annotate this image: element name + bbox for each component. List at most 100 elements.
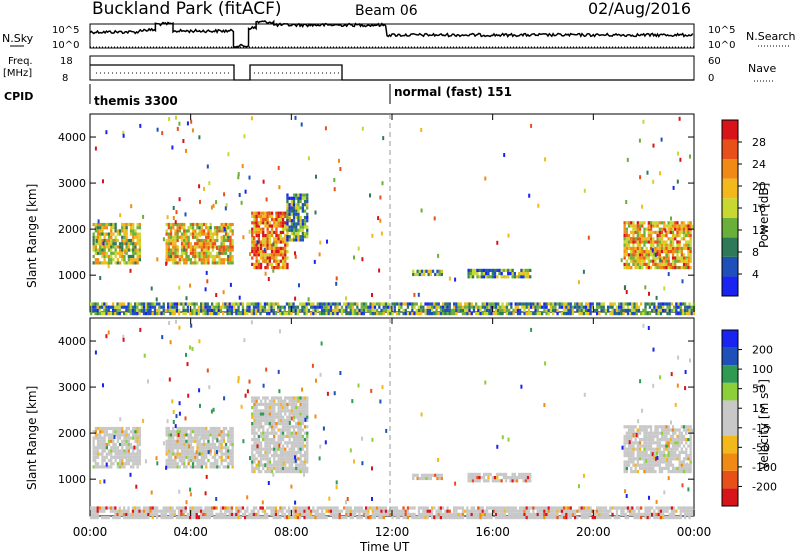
data-cell — [253, 224, 256, 228]
data-cell — [257, 447, 260, 451]
data-cell — [630, 438, 633, 442]
data-cell — [554, 506, 557, 510]
data-point — [379, 218, 382, 223]
data-cell — [689, 463, 692, 467]
data-cell — [107, 449, 111, 453]
data-cell — [125, 248, 128, 252]
data-cell — [290, 396, 293, 400]
data-cell — [437, 516, 440, 520]
data-cell — [519, 506, 522, 510]
data-cell — [169, 449, 173, 453]
data-cell — [191, 235, 195, 239]
data-cell — [652, 470, 655, 474]
data-cell — [288, 212, 291, 216]
data-cell — [253, 422, 256, 426]
data-cell — [253, 431, 256, 435]
data-cell — [433, 506, 436, 510]
data-cell — [134, 251, 137, 255]
data-cell — [286, 422, 289, 426]
data-cell — [101, 232, 104, 236]
data-cell — [638, 250, 642, 254]
data-cell — [266, 230, 269, 234]
power-data — [90, 115, 696, 316]
data-cell — [325, 302, 328, 306]
data-cell — [251, 450, 254, 454]
data-cell — [176, 222, 179, 227]
data-cell — [457, 305, 460, 309]
data-cell — [103, 242, 106, 246]
data-cell — [288, 463, 291, 467]
data-point — [249, 252, 251, 257]
data-cell — [202, 232, 206, 236]
data-cell — [427, 272, 430, 277]
data-cell — [505, 305, 509, 309]
data-cell — [290, 470, 293, 474]
data-cell — [338, 308, 341, 312]
data-cell — [288, 225, 291, 229]
data-cell — [643, 259, 646, 263]
data-cell — [674, 266, 677, 270]
data-cell — [685, 466, 688, 470]
data-point — [587, 235, 590, 240]
data-cell — [680, 253, 683, 257]
data-cell — [666, 308, 669, 312]
data-cell — [183, 232, 186, 236]
data-cell — [627, 447, 631, 451]
data-cell — [114, 254, 117, 259]
data-cell — [625, 463, 628, 467]
data-cell — [596, 305, 599, 309]
data-cell — [303, 512, 306, 516]
data-cell — [295, 409, 298, 413]
data-cell — [131, 509, 135, 513]
data-cell — [658, 246, 661, 250]
data-cell — [292, 425, 296, 429]
data-cell — [414, 473, 417, 477]
cpid-program-1: themis 3300 — [94, 94, 178, 108]
data-cell — [274, 509, 278, 513]
data-cell — [200, 516, 203, 520]
data-cell — [318, 516, 322, 520]
data-cell — [306, 438, 309, 442]
data-cell — [191, 516, 194, 520]
data-cell — [103, 455, 106, 459]
data-cell — [461, 516, 465, 520]
data-cell — [482, 268, 486, 272]
data-cell — [99, 442, 102, 447]
data-cell — [565, 302, 568, 306]
data-cell — [516, 516, 520, 520]
data-cell — [132, 465, 135, 469]
data-cell — [541, 512, 544, 516]
data-cell — [678, 428, 681, 432]
data-cell — [395, 506, 399, 510]
data-cell — [680, 431, 683, 435]
data-cell — [611, 302, 614, 306]
data-cell — [556, 516, 559, 520]
data-cell — [299, 447, 302, 451]
data-cell — [216, 436, 219, 440]
data-cell — [622, 506, 625, 510]
data-cell — [464, 305, 467, 309]
data-cell — [270, 253, 274, 257]
data-cell — [132, 433, 135, 437]
data-cell — [251, 431, 254, 435]
data-cell — [336, 516, 339, 520]
data-cell — [176, 430, 179, 434]
data-cell — [253, 211, 256, 215]
data-cell — [649, 450, 653, 454]
data-cell — [145, 312, 148, 316]
data-cell — [273, 463, 276, 467]
data-cell — [552, 312, 555, 316]
data-cell — [253, 438, 256, 442]
data-cell — [219, 506, 223, 510]
data-cell — [674, 227, 677, 231]
data-cell — [475, 516, 478, 520]
data-cell — [607, 512, 610, 516]
data-cell — [457, 506, 460, 510]
data-cell — [367, 512, 370, 516]
data-cell — [472, 509, 476, 513]
data-cell — [134, 248, 137, 252]
data-cell — [257, 516, 260, 520]
data-cell — [145, 302, 148, 306]
data-cell — [99, 446, 102, 450]
data-cell — [96, 312, 99, 316]
